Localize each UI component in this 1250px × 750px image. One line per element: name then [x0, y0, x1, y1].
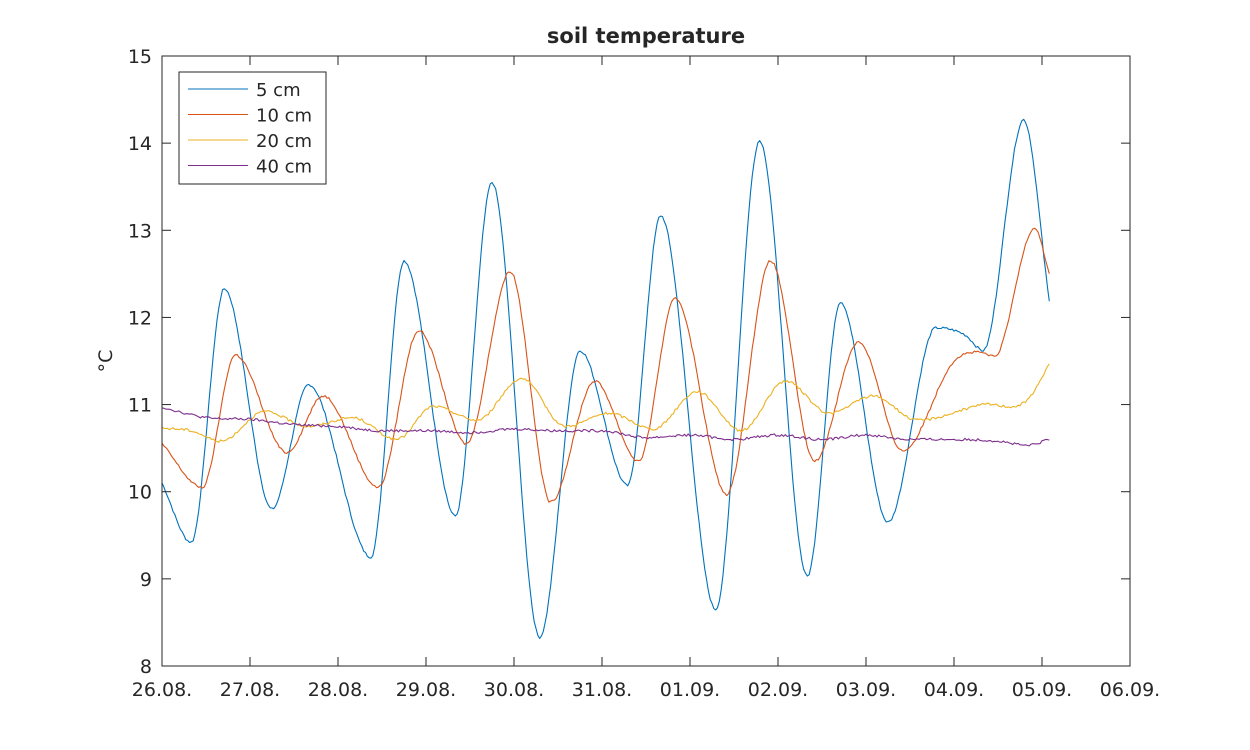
- series-layer: [161, 118, 1050, 640]
- x-tick-label: 31.08.: [572, 679, 632, 701]
- y-tick-label: 9: [140, 569, 152, 591]
- axes-box: [161, 55, 1131, 667]
- legend-label: 10 cm: [256, 106, 312, 127]
- legend-label: 40 cm: [256, 157, 312, 178]
- x-tick-label: 27.08.: [220, 679, 280, 701]
- x-tick-label: 30.08.: [484, 679, 544, 701]
- series-line-20-cm: [161, 363, 1050, 443]
- y-tick-label: 10: [128, 482, 152, 504]
- chart-title: soil temperature: [547, 24, 745, 48]
- legend-label: 5 cm: [256, 80, 301, 101]
- x-tick-label: 02.09.: [748, 679, 808, 701]
- tick-layer: 26.08. 27.08. 28.08. 29.08. 30.08. 31.08. 01.0…: [128, 46, 1160, 701]
- y-tick-label: 15: [128, 46, 152, 68]
- y-tick-label: 8: [140, 656, 152, 678]
- y-tick-label: 14: [128, 133, 152, 155]
- y-tick-label: 13: [128, 220, 152, 242]
- y-tick-label: 12: [128, 307, 152, 329]
- x-tick-label: 04.09.: [924, 679, 984, 701]
- y-axis-label: °C: [95, 350, 117, 373]
- x-tick-label: 05.09.: [1012, 679, 1072, 701]
- legend-label: 20 cm: [256, 131, 312, 152]
- x-tick-label: 28.08.: [308, 679, 368, 701]
- series-line-10-cm: [161, 227, 1050, 503]
- x-tick-label: 03.09.: [836, 679, 896, 701]
- series-line-40-cm: [161, 407, 1050, 447]
- series-line-5-cm: [161, 118, 1050, 640]
- y-tick-label: 11: [128, 395, 152, 417]
- x-tick-label: 06.09.: [1100, 679, 1160, 701]
- x-tick-label: 26.08.: [132, 679, 192, 701]
- x-tick-label: 01.09.: [660, 679, 720, 701]
- legend: 5 cm 10 cm 20 cm 40 cm: [178, 71, 327, 185]
- x-tick-label: 29.08.: [396, 679, 456, 701]
